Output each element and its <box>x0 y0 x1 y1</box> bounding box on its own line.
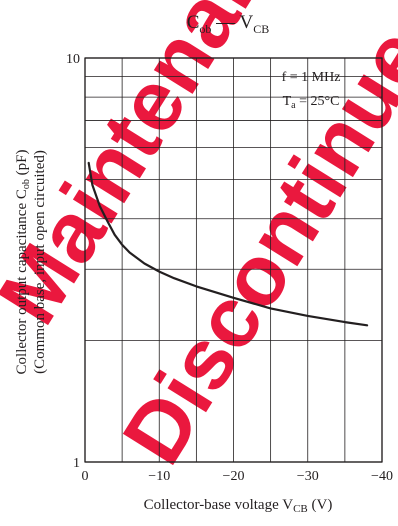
x-tick-label: −20 <box>223 469 245 484</box>
annotation-frequency: f = 1 MHz <box>282 70 341 85</box>
x-tick-label: −30 <box>297 469 319 484</box>
plot-frame <box>84 57 383 463</box>
x-tick-label: 0 <box>82 469 89 484</box>
x-tick-label: −40 <box>371 469 393 484</box>
y-tick-label: 10 <box>66 52 80 67</box>
chart-title: Cob — VCB <box>187 12 270 36</box>
y-axis-label-line-1: Collector output capacitance Cob (pF) <box>14 150 32 375</box>
annotation-temperature: Ta = 25°C <box>283 94 340 111</box>
y-axis-label: Collector output capacitance Cob (pF) (C… <box>14 150 48 375</box>
y-tick-label: 1 <box>73 456 80 471</box>
x-axis-label: Collector-base voltage VCB (V) <box>144 497 333 515</box>
y-axis-label-line-2: (Common base, input open circuited) <box>32 150 48 374</box>
x-tick-label: −10 <box>148 469 170 484</box>
plot-area: 0 −10 −20 −30 −40 1 10 <box>66 52 393 484</box>
series-line <box>87 161 369 327</box>
